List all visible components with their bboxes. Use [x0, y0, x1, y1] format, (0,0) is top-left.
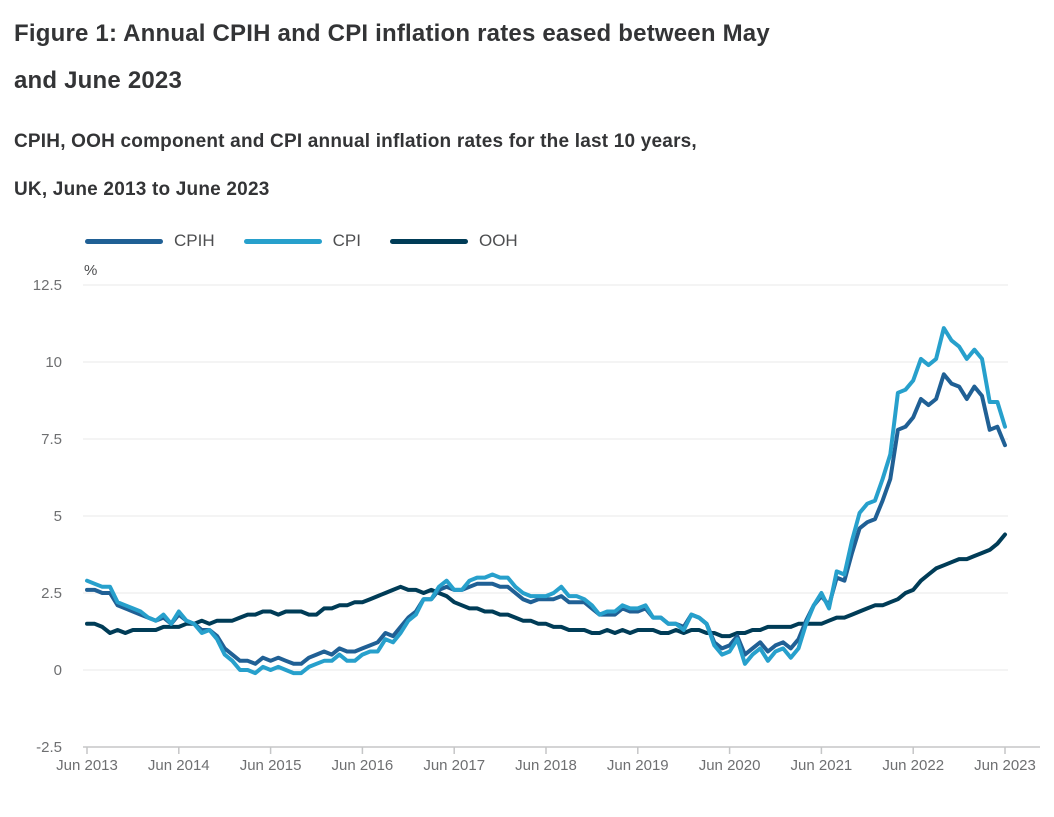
- x-tick-label-jun-2018: Jun 2018: [515, 757, 577, 774]
- cpi-series-line: [85, 326, 1007, 676]
- y-tick-label-12.5: 12.5: [33, 277, 62, 294]
- y-tick-label--2.5: -2.5: [36, 739, 62, 756]
- legend-item-cpih: CPIH: [85, 231, 244, 251]
- legend-label-ooh: OOH: [478, 231, 518, 250]
- x-tick-label-jun-2016: Jun 2016: [332, 757, 394, 774]
- gridlines: [83, 284, 1008, 671]
- y-axis-tick-labels: 12.5 10 7.5 5 2.5 0 -2.5: [33, 277, 62, 756]
- ooh-line-swatch: [389, 238, 468, 244]
- figure-subtitle: CPIH, OOH component and CPI annual infla…: [14, 118, 697, 214]
- chart-legend: CPIH CPI OOH: [85, 231, 547, 251]
- series-lines: [85, 326, 1007, 676]
- x-tick-label-jun-2019: Jun 2019: [607, 757, 669, 774]
- figure-subtitle-line2: UK, June 2013 to June 2023: [14, 179, 270, 200]
- legend-label-cpih: CPIH: [174, 231, 215, 250]
- legend-label-cpi: CPI: [332, 231, 361, 250]
- figure-title-line1: Figure 1: Annual CPIH and CPI inflation …: [14, 20, 770, 47]
- x-tick-label-jun-2014: Jun 2014: [148, 757, 210, 774]
- figure-subtitle-line1: CPIH, OOH component and CPI annual infla…: [14, 131, 697, 152]
- cpih-line-swatch: [85, 238, 163, 244]
- figure-title-line2: and June 2023: [14, 67, 183, 94]
- y-tick-label-2.5: 2.5: [41, 585, 62, 602]
- legend-item-cpi: CPI: [243, 231, 390, 251]
- y-tick-label-10: 10: [45, 354, 62, 371]
- x-tick-label-jun-2015: Jun 2015: [240, 757, 302, 774]
- legend-item-ooh: OOH: [389, 231, 547, 251]
- x-tick-label-jun-2020: Jun 2020: [699, 757, 761, 774]
- ooh-series-line: [85, 532, 1007, 639]
- cpih-series-line: [85, 372, 1007, 666]
- x-tick-label-jun-2022: Jun 2022: [882, 757, 944, 774]
- y-tick-label-0: 0: [54, 662, 62, 679]
- figure-title: Figure 1: Annual CPIH and CPI inflation …: [14, 10, 770, 104]
- cpi-line-swatch: [243, 238, 322, 244]
- x-tick-label-jun-2021: Jun 2021: [791, 757, 853, 774]
- y-axis-unit-label: %: [84, 262, 98, 279]
- x-tick-label-jun-2023: Jun 2023: [974, 757, 1036, 774]
- y-tick-label-5: 5: [54, 508, 62, 525]
- x-tick-label-jun-2017: Jun 2017: [423, 757, 485, 774]
- y-tick-label-7.5: 7.5: [41, 431, 62, 448]
- x-tick-label-jun-2013: Jun 2013: [56, 757, 118, 774]
- x-axis: Jun 2013 Jun 2014 Jun 2015 Jun 2016 Jun 2017…: [56, 746, 1040, 774]
